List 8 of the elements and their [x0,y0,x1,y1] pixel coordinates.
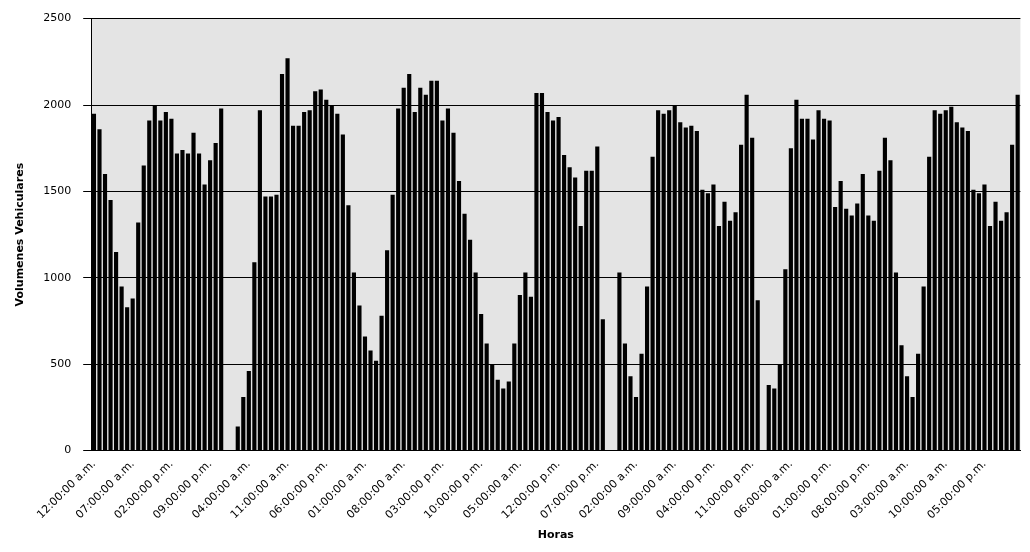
y-tick-label: 1000 [43,270,72,284]
y-tick-label: 2000 [43,97,72,111]
y-tick-label: 1500 [43,184,72,198]
y-axis-title: Volumenes Vehiculares [13,162,27,307]
y-tick-label: 0 [64,443,72,457]
y-tick-label: 500 [50,357,72,371]
y-tick-label: 2500 [43,11,72,25]
x-axis-title: Horas [537,528,575,542]
